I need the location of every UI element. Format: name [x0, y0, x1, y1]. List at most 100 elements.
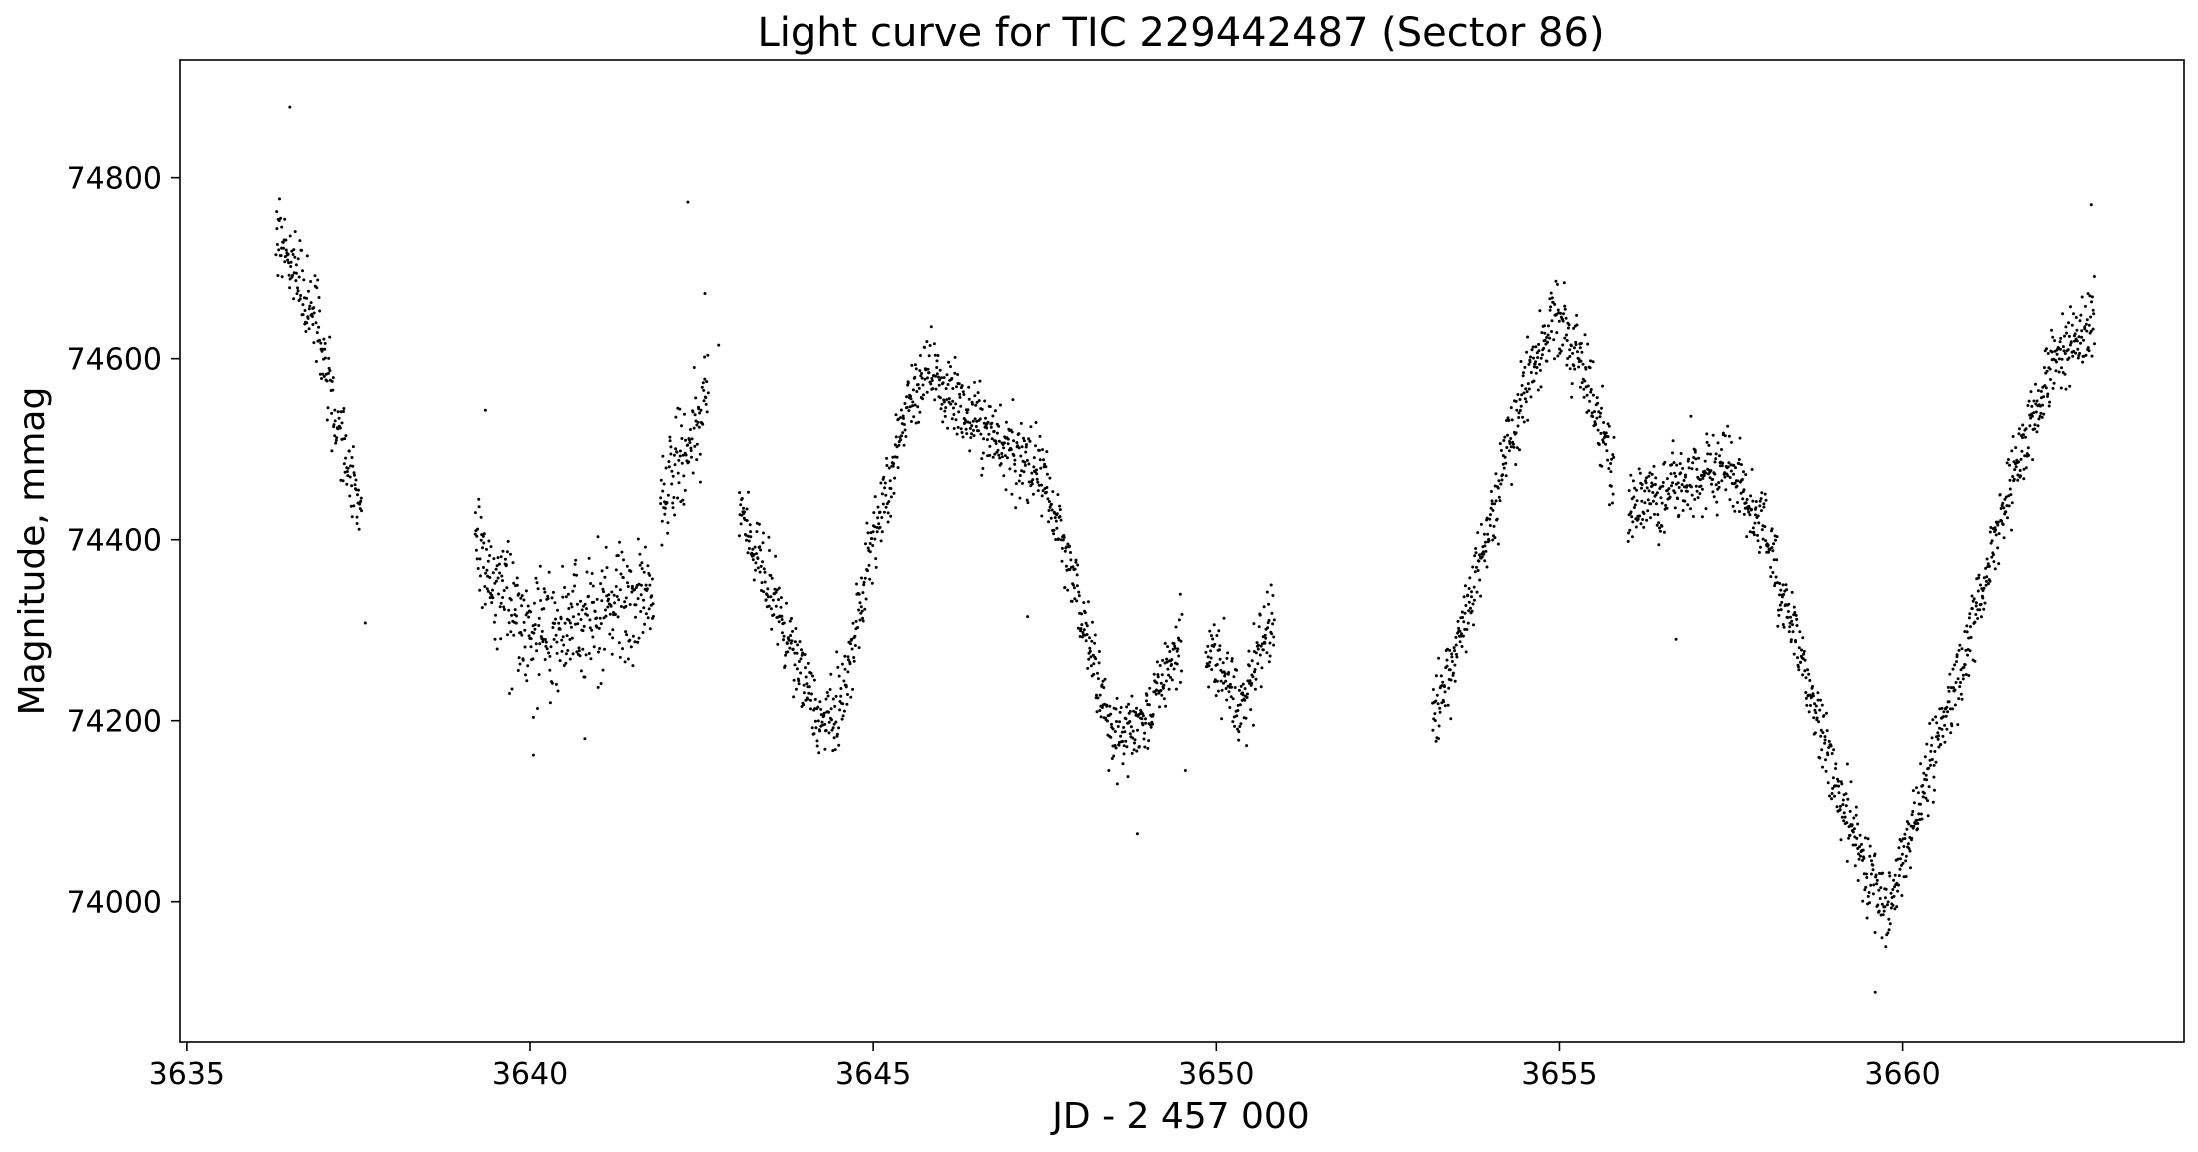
data-point — [954, 418, 958, 422]
data-point — [346, 474, 350, 478]
data-point — [535, 581, 539, 585]
data-point — [1804, 691, 1808, 694]
data-point — [1610, 457, 1614, 461]
data-point — [846, 655, 850, 659]
data-point — [1651, 483, 1655, 487]
data-point — [942, 400, 946, 404]
data-point — [1070, 599, 1074, 603]
data-point — [1653, 512, 1656, 516]
data-point — [1069, 558, 1073, 562]
data-point — [832, 722, 836, 726]
data-point — [1847, 825, 1851, 829]
data-point — [846, 670, 850, 674]
data-point — [917, 386, 921, 390]
data-point — [748, 523, 752, 527]
data-point — [1819, 728, 1823, 732]
data-point — [1495, 517, 1499, 521]
data-point — [791, 647, 795, 651]
data-point — [739, 522, 743, 526]
data-point — [1685, 484, 1689, 488]
data-point — [2052, 381, 2056, 385]
data-point — [1715, 500, 1719, 504]
data-point — [1898, 867, 1902, 871]
data-point — [2070, 323, 2074, 327]
data-point — [902, 416, 905, 420]
data-point — [1647, 474, 1651, 478]
x-tick-label: 3640 — [492, 1057, 568, 1092]
data-point — [1555, 282, 1559, 286]
data-point — [1870, 859, 1873, 863]
data-point — [916, 405, 920, 409]
data-point — [1896, 889, 1900, 893]
data-point — [888, 479, 892, 483]
data-point — [1767, 550, 1770, 554]
data-point — [1014, 506, 1018, 510]
data-point — [1626, 539, 1630, 543]
data-point — [283, 217, 287, 221]
data-point — [1862, 856, 1866, 860]
data-point — [636, 597, 640, 601]
data-point — [2068, 384, 2072, 388]
data-point — [575, 573, 578, 577]
data-point — [572, 573, 576, 577]
data-point — [891, 455, 895, 459]
data-point — [484, 571, 488, 575]
data-point — [899, 416, 902, 420]
data-point — [899, 408, 903, 412]
data-point — [970, 424, 974, 428]
data-point — [911, 404, 915, 408]
data-point — [583, 675, 587, 679]
data-point — [533, 623, 537, 627]
data-point — [511, 561, 515, 565]
data-point — [1956, 677, 1960, 681]
data-point — [1912, 824, 1916, 828]
data-point — [960, 384, 964, 388]
data-point — [864, 597, 868, 601]
data-point — [292, 297, 296, 301]
data-point — [1549, 291, 1553, 295]
data-point — [1147, 739, 1151, 743]
data-point — [2064, 325, 2068, 329]
data-point — [1174, 625, 1178, 629]
data-point — [1695, 489, 1699, 493]
data-point — [1024, 445, 1028, 449]
data-point — [481, 546, 484, 550]
data-point — [1925, 742, 1929, 746]
data-point — [1952, 686, 1955, 690]
data-point — [788, 619, 792, 623]
data-point — [1921, 795, 1925, 799]
data-point — [547, 651, 551, 655]
data-point — [545, 647, 549, 651]
data-point — [322, 337, 326, 341]
data-point — [1923, 755, 1927, 759]
data-point — [1796, 665, 1800, 669]
data-point — [512, 581, 516, 585]
data-point — [678, 407, 682, 411]
data-point — [2037, 417, 2041, 421]
data-point — [1642, 525, 1646, 529]
data-point — [801, 651, 805, 655]
data-point — [1671, 451, 1674, 455]
data-point — [1822, 714, 1826, 718]
data-point — [906, 381, 910, 385]
data-point — [648, 583, 652, 587]
data-point — [2022, 433, 2025, 437]
data-point — [840, 717, 844, 721]
data-point — [1243, 687, 1247, 691]
data-point — [1756, 514, 1760, 518]
data-point — [927, 371, 931, 375]
data-point — [866, 569, 869, 573]
data-point — [844, 685, 848, 689]
data-point — [1214, 694, 1218, 698]
data-point — [519, 596, 523, 600]
data-point — [1031, 492, 1035, 496]
data-point — [1805, 703, 1809, 707]
data-point — [1938, 726, 1941, 730]
data-point — [1769, 575, 1773, 579]
data-point — [860, 609, 864, 613]
data-point — [1491, 538, 1495, 542]
data-point — [524, 673, 527, 677]
data-point — [1069, 551, 1072, 554]
data-point — [2008, 463, 2011, 467]
